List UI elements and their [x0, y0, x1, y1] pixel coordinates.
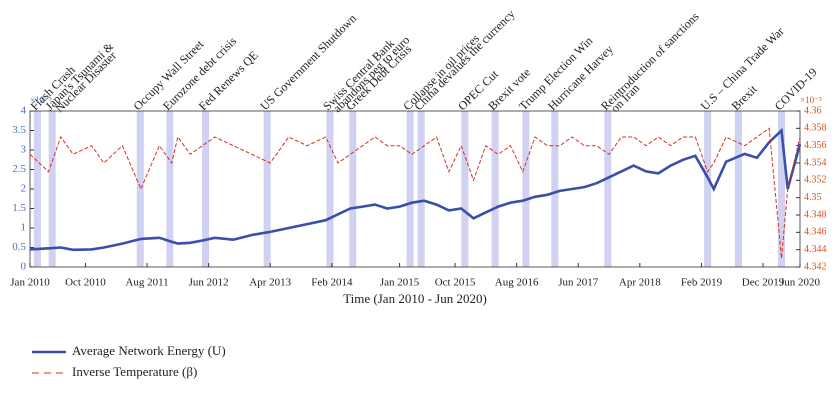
event-band: [461, 111, 469, 267]
y-tick-label: 2: [21, 183, 27, 195]
y2-tick-label: 4.342: [804, 261, 827, 272]
event-band: [491, 111, 499, 267]
event-band: [166, 111, 174, 267]
event-band: [604, 111, 612, 267]
y-multiplier: ×10⁻³: [30, 95, 52, 105]
y2-tick-label: 4.35: [804, 192, 822, 203]
legend-label: Inverse Temperature (β): [72, 364, 197, 379]
event-band: [263, 111, 271, 267]
y2-tick-label: 4.352: [804, 175, 827, 186]
y-tick-label: 0: [21, 261, 27, 273]
x-tick-label: Apr 2018: [619, 277, 661, 289]
x-tick-label: Jan 2015: [380, 277, 420, 289]
beta-line: [29, 127, 801, 259]
event-band: [778, 111, 786, 267]
x-tick-label: Apr 2013: [249, 277, 291, 289]
y2-tick-label: 4.348: [804, 209, 827, 220]
event-band: [202, 111, 210, 267]
event-band: [704, 111, 712, 267]
event-band: [48, 111, 56, 267]
x-axis-label: Time (Jan 2010 - Jun 2020): [343, 291, 487, 306]
event-band: [326, 111, 334, 267]
x-tick-label: Aug 2011: [125, 277, 168, 289]
x-tick-label: Feb 2014: [311, 277, 353, 289]
y2-tick-label: 4.356: [804, 140, 827, 151]
event-band: [349, 111, 357, 267]
y2-tick-label: 4.354: [804, 157, 827, 168]
y-tick-label: 1.5: [12, 202, 26, 214]
legend-label: Average Network Energy (U): [72, 343, 226, 358]
event-band: [522, 111, 530, 267]
y-tick-label: 3.5: [12, 124, 26, 136]
y-tick-label: 3: [21, 144, 27, 156]
x-tick-label: Dec 2019: [742, 277, 785, 289]
energy-line: [29, 127, 802, 252]
plot-frame: [29, 110, 801, 268]
x-tick-label: Jun 2017: [558, 277, 599, 289]
x-tick-label: Feb 2019: [681, 277, 723, 289]
event-band: [734, 111, 742, 267]
y-tick-label: 0.5: [12, 241, 26, 253]
x-tick-label: Aug 2016: [495, 277, 539, 289]
y2-tick-label: 4.344: [804, 244, 827, 255]
x-tick-label: Oct 2015: [435, 277, 476, 289]
y-tick-label: 2.5: [12, 163, 26, 175]
event-label: Reintroduction of sanctions: [598, 9, 702, 113]
y2-tick-label: 4.346: [804, 227, 827, 238]
y2-tick-label: 4.36: [804, 105, 822, 116]
y-tick-label: 4: [21, 105, 27, 117]
y2-tick-label: 4.358: [804, 123, 827, 134]
event-band: [406, 111, 414, 267]
event-band: [417, 111, 425, 267]
x-tick-label: Oct 2010: [65, 277, 106, 289]
event-band: [33, 111, 41, 267]
x-tick-label: Jan 2010: [10, 277, 50, 289]
y2-multiplier: ×10⁻³: [800, 95, 822, 105]
event-band: [136, 111, 144, 267]
y-tick-label: 1: [21, 222, 27, 234]
x-tick-label: Jun 2020: [780, 277, 821, 289]
event-band: [551, 111, 559, 267]
x-tick-label: Jun 2012: [189, 277, 229, 289]
